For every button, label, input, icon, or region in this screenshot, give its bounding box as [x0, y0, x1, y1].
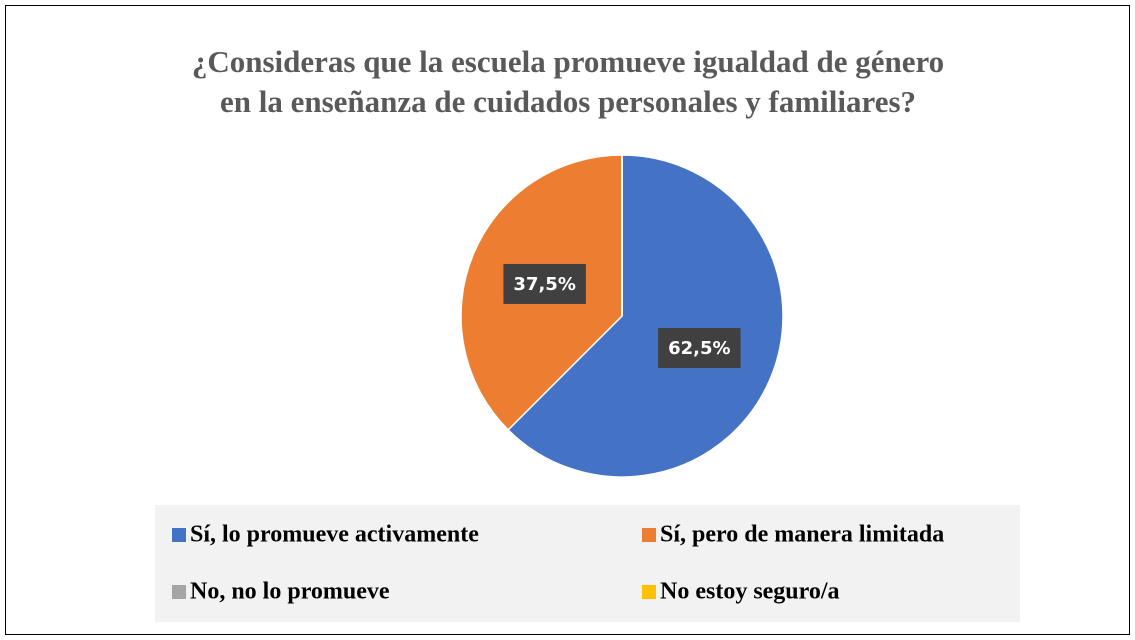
legend-label: Sí, pero de manera limitada: [660, 522, 944, 548]
legend-swatch: [172, 528, 186, 542]
legend-label: Sí, lo promueve activamente: [190, 522, 479, 548]
chart-title: en la enseñanza de cuidados personales y…: [220, 84, 916, 119]
pie-slice: [507, 154, 784, 478]
legend-swatch: [642, 528, 656, 542]
data-label-box: [503, 263, 586, 304]
data-label-box: [658, 328, 741, 369]
legend-label: No estoy seguro/a: [660, 579, 840, 605]
legend-swatch: [172, 585, 186, 599]
data-label: 37,5%: [513, 274, 575, 295]
data-label: 62,5%: [668, 338, 730, 359]
legend-box: [155, 505, 1020, 622]
chart-title: ¿Consideras que la escuela promueve igua…: [192, 44, 944, 79]
legend-swatch: [642, 585, 656, 599]
legend-label: No, no lo promueve: [190, 579, 390, 605]
